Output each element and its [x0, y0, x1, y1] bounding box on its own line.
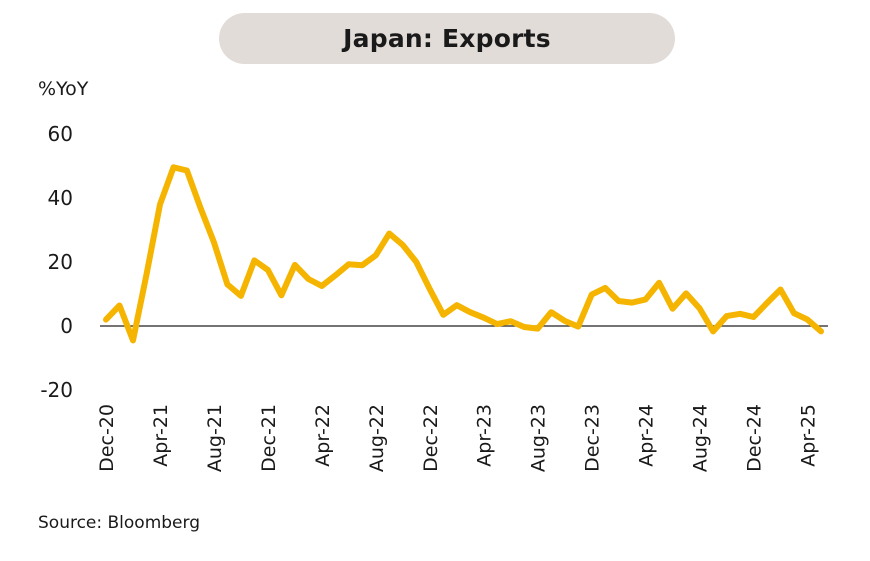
x-tick-label: Dec-21	[258, 404, 280, 472]
x-tick-label: Apr-24	[636, 404, 658, 467]
x-tick-label: Aug-21	[204, 404, 226, 472]
x-tick-label: Dec-20	[96, 404, 118, 472]
x-tick-label: Apr-23	[474, 404, 496, 467]
x-tick-label: Dec-23	[582, 404, 604, 472]
x-tick-label: Apr-25	[798, 404, 820, 467]
x-tick-label: Dec-24	[744, 404, 766, 472]
x-axis-ticks: Dec-20 Apr-21 Aug-21 Dec-21 Apr-22 Aug-22 Dec-…	[96, 404, 820, 472]
x-tick-label: Aug-23	[528, 404, 550, 472]
y-tick-label: -20	[40, 378, 73, 402]
x-tick-label: Dec-22	[420, 404, 442, 472]
y-axis-label: %YoY	[38, 78, 89, 100]
x-tick-label: Aug-22	[366, 404, 388, 472]
source-note: Source: Bloomberg	[38, 513, 200, 533]
chart-title-pill: Japan: Exports	[219, 13, 675, 64]
x-tick-label: Apr-21	[150, 404, 172, 467]
y-tick-label: 20	[48, 250, 73, 274]
x-tick-label: Aug-24	[690, 404, 712, 472]
y-axis-ticks: 60 40 20 0 -20	[40, 122, 73, 402]
x-tick-label: Apr-22	[312, 404, 334, 467]
y-tick-label: 0	[60, 314, 73, 338]
chart-title: Japan: Exports	[343, 24, 551, 53]
y-tick-label: 40	[48, 186, 73, 210]
y-tick-label: 60	[48, 122, 73, 146]
series-line-exports	[103, 164, 824, 344]
